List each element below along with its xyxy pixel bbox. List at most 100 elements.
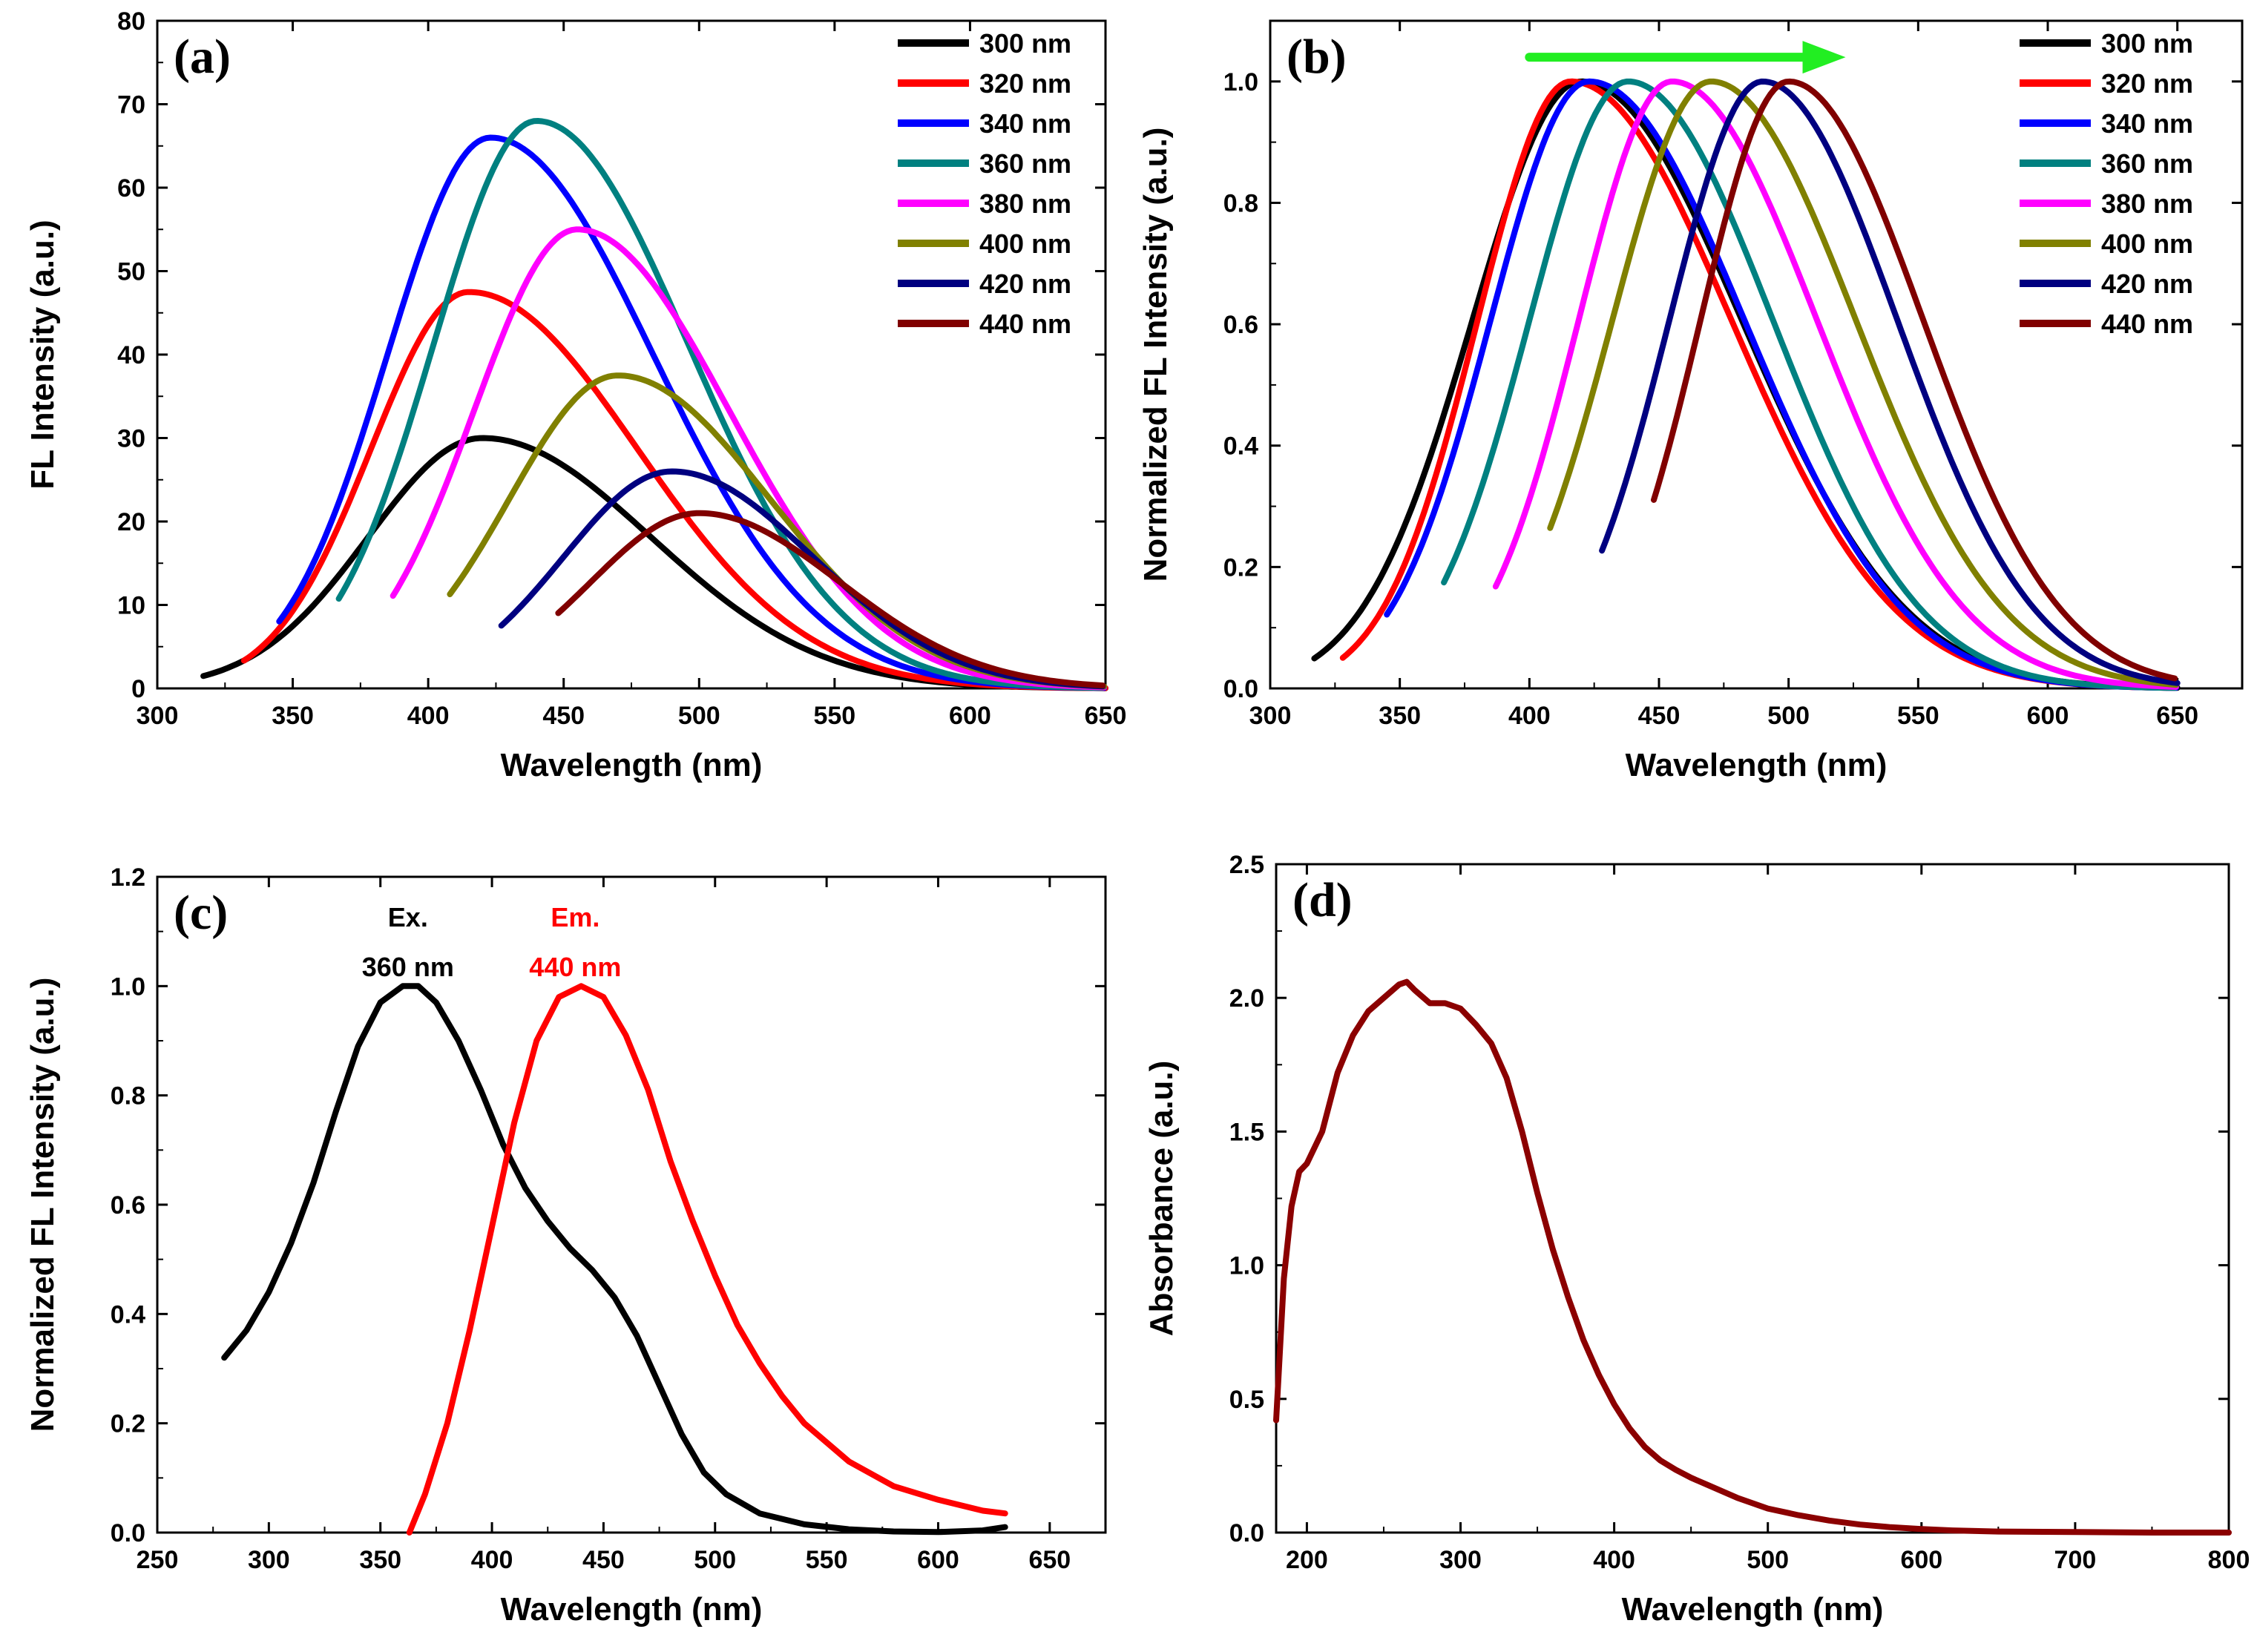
y-tick-label: 70 [117, 91, 145, 119]
x-tick-label: 200 [1286, 1546, 1328, 1574]
x-tick-label: 450 [542, 702, 585, 730]
annotation-label: Ex. [388, 902, 428, 932]
annotation-value: 360 nm [362, 952, 454, 982]
panel-label: (b) [1287, 30, 1347, 84]
series-line-340-nm [1384, 78, 2179, 691]
y-tick-label: 0.0 [1223, 675, 1258, 703]
y-tick-label: 1.0 [1223, 68, 1258, 96]
y-tick-label: 0.0 [111, 1519, 145, 1547]
legend-label: 380 nm [2101, 188, 2193, 219]
series-line-440-nm [555, 510, 1106, 689]
y-tick-label: 0.4 [1223, 432, 1258, 461]
legend-label: 360 nm [2101, 148, 2193, 179]
y-tick-label: 2.5 [1229, 851, 1264, 879]
y-tick-label: 2.0 [1229, 984, 1264, 1013]
x-tick-label: 450 [582, 1546, 625, 1574]
series-line-380-nm [390, 226, 1108, 691]
legend-label: 400 nm [2101, 228, 2193, 259]
panel-label: (d) [1292, 873, 1353, 927]
x-tick-label: 650 [1028, 1546, 1071, 1574]
x-tick-label: 300 [248, 1546, 290, 1574]
x-tick-label: 500 [694, 1546, 736, 1574]
y-tick-label: 0.0 [1229, 1519, 1264, 1547]
x-tick-label: 350 [272, 702, 314, 730]
y-tick-label: 0.8 [111, 1082, 145, 1110]
y-axis-title: Normalized FL Intensity (a.u.) [1137, 128, 1174, 582]
x-tick-label: 550 [1897, 702, 1939, 730]
panel-d: 200 300 400 500 600 700 800 0.0 0.5 1.0 1.5 2.0 2.5 W… [1143, 851, 2250, 1628]
plot-frame [156, 875, 1107, 1534]
legend-label: 360 nm [979, 148, 1071, 179]
x-tick-label: 550 [806, 1546, 848, 1574]
y-tick-label: 50 [117, 258, 145, 286]
x-axis-title: Wavelength (nm) [501, 747, 763, 783]
legend-label: 380 nm [979, 188, 1071, 219]
x-tick-label: 550 [813, 702, 855, 730]
series-line-360-nm [335, 118, 1106, 691]
x-tick-label: 600 [1900, 1546, 1942, 1574]
series-line-ex-360-nm [221, 983, 1008, 1536]
x-tick-label: 800 [2208, 1546, 2250, 1574]
x-tick-label: 250 [137, 1546, 179, 1574]
plot-frame [1275, 863, 2230, 1534]
y-tick-label: 1.0 [1229, 1252, 1264, 1280]
y-tick-label: 1.2 [111, 863, 145, 892]
y-tick-label: 30 [117, 425, 145, 453]
panel-label: (a) [174, 30, 231, 84]
x-tick-label: 400 [1508, 702, 1551, 730]
y-tick-label: 0.4 [111, 1300, 145, 1329]
panel-label: (c) [174, 886, 228, 940]
y-tick-label: 80 [117, 7, 145, 36]
x-tick-label: 650 [2156, 702, 2198, 730]
series-line-320-nm [240, 289, 1108, 691]
x-tick-label: 300 [1249, 702, 1292, 730]
y-tick-label: 0.6 [111, 1191, 145, 1220]
y-tick-label: 0.2 [111, 1410, 145, 1438]
series-line-em-440-nm [406, 983, 1008, 1536]
panel-b: 300 350 400 450 500 550 600 650 0.0 0.2 0.4 0.6 0.8 1… [1137, 19, 2244, 783]
y-tick-label: 1.0 [111, 973, 145, 1001]
x-tick-label: 400 [471, 1546, 513, 1574]
x-axis-title: Wavelength (nm) [1626, 747, 1888, 783]
legend-label: 420 nm [2101, 269, 2193, 299]
y-tick-label: 0.5 [1229, 1386, 1264, 1414]
annotation-value: 440 nm [529, 952, 621, 982]
x-tick-label: 700 [2054, 1546, 2097, 1574]
series-line-400-nm [1547, 78, 2179, 688]
legend-label: 420 nm [979, 269, 1071, 299]
shift-arrow-head [1802, 41, 1846, 74]
legend-label: 440 nm [979, 309, 1071, 339]
y-tick-label: 10 [117, 592, 145, 620]
series-line-420-nm [498, 468, 1106, 690]
legend-label: 440 nm [2101, 309, 2193, 339]
plot-frame [1269, 19, 2244, 690]
y-axis-title: FL Intensity (a.u.) [24, 220, 61, 489]
panel-c: 250 300 350 400 450 500 550 600 650 0.0 0.2 0.4 0.6 0… [24, 863, 1107, 1628]
x-tick-label: 600 [949, 702, 991, 730]
x-tick-label: 650 [1085, 702, 1127, 730]
y-tick-label: 60 [117, 174, 145, 203]
y-axis-title: Normalized FL Intensity (a.u.) [24, 978, 61, 1432]
legend-label: 320 nm [979, 68, 1071, 99]
y-tick-label: 0 [131, 675, 145, 703]
legend-label: 340 nm [979, 108, 1071, 139]
y-axis-title: Absorbance (a.u.) [1143, 1061, 1180, 1337]
y-tick-label: 1.5 [1229, 1118, 1264, 1146]
series-line-420-nm [1599, 78, 2181, 686]
y-tick-label: 0.6 [1223, 311, 1258, 339]
legend-label: 300 nm [2101, 28, 2193, 59]
x-tick-label: 500 [1747, 1546, 1789, 1574]
x-tick-label: 500 [1767, 702, 1810, 730]
legend-label: 400 nm [979, 228, 1071, 259]
legend-label: 320 nm [2101, 68, 2193, 99]
x-tick-label: 600 [2027, 702, 2069, 730]
annotation-label: Em. [551, 902, 599, 932]
x-tick-label: 300 [1439, 1546, 1482, 1574]
x-tick-label: 400 [407, 702, 450, 730]
x-tick-label: 600 [917, 1546, 959, 1574]
y-tick-label: 0.2 [1223, 553, 1258, 582]
y-tick-label: 20 [117, 508, 145, 536]
legend-label: 340 nm [2101, 108, 2193, 139]
x-tick-label: 400 [1593, 1546, 1635, 1574]
